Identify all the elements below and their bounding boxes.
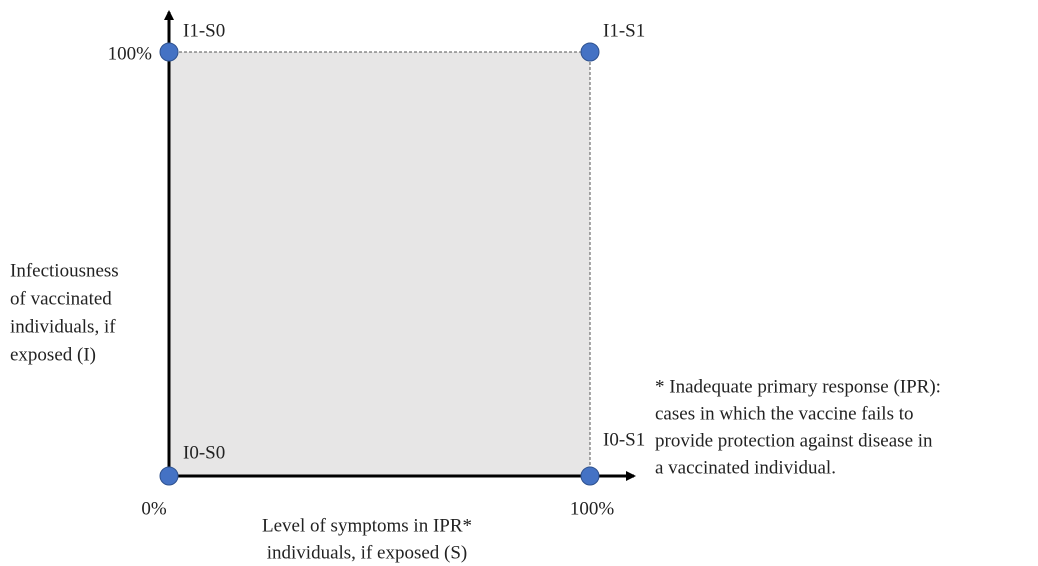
region xyxy=(169,52,590,476)
y-axis-label: of vaccinated xyxy=(10,288,112,309)
x-axis-label: Level of symptoms in IPR* xyxy=(262,515,472,536)
node-point xyxy=(580,466,600,486)
footnote: provide protection against disease in xyxy=(655,430,933,451)
y-axis-label: exposed (I) xyxy=(10,344,96,365)
y-top-label: 100% xyxy=(108,43,153,64)
node-point xyxy=(580,42,600,62)
node-point xyxy=(159,42,179,62)
node-label: I1-S0 xyxy=(183,20,225,41)
node-label: I1-S1 xyxy=(603,20,645,41)
node-label: I0-S0 xyxy=(183,442,225,463)
footnote: * Inadequate primary response (IPR): xyxy=(655,376,941,397)
y-axis-label: Infectiousness xyxy=(10,260,119,281)
x-end-label: 100% xyxy=(570,498,615,519)
x-start-label: 0% xyxy=(141,498,167,519)
node-label: I0-S1 xyxy=(603,429,645,450)
footnote: cases in which the vaccine fails to xyxy=(655,403,914,424)
node-point xyxy=(159,466,179,486)
footnote: a vaccinated individual. xyxy=(655,457,836,478)
y-axis-label: individuals, if xyxy=(10,316,116,337)
x-axis-label: individuals, if exposed (S) xyxy=(267,542,468,563)
